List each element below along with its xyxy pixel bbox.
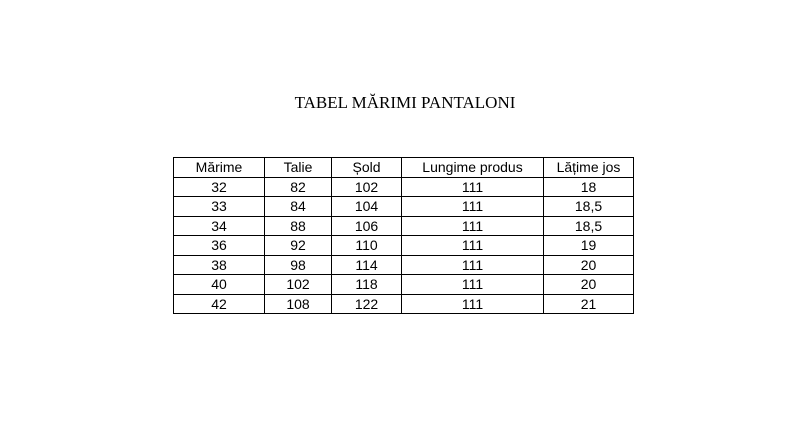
table-cell: 111 (401, 176, 544, 197)
table-cell: 34 (173, 215, 265, 236)
column-header: Mărime (173, 157, 265, 178)
table-row: 36 92 110 111 19 (173, 235, 634, 256)
table-row: 32 82 102 111 18 (173, 176, 634, 197)
table-cell: 84 (264, 196, 332, 217)
table-cell: 20 (543, 274, 634, 295)
table-row: 42 108 122 111 21 (173, 293, 634, 314)
table-cell: 122 (331, 293, 402, 314)
table-row: 34 88 106 111 18,5 (173, 215, 634, 236)
table-cell: 110 (331, 235, 402, 256)
table-cell: 40 (173, 274, 265, 295)
table-cell: 21 (543, 293, 634, 314)
table-cell: 102 (264, 274, 332, 295)
page-title: TABEL MĂRIMI PANTALONI (294, 93, 516, 112)
table-row: 38 98 114 111 20 (173, 254, 634, 275)
table-cell: 18,5 (543, 196, 634, 217)
table-cell: 92 (264, 235, 332, 256)
size-table: Mărime Talie Șold Lungime produs Lățime jos … (173, 157, 634, 314)
table-row: 40 102 118 111 20 (173, 274, 634, 295)
table-cell: 98 (264, 254, 332, 275)
table-cell: 18,5 (543, 215, 634, 236)
table-cell: 88 (264, 215, 332, 236)
table-cell: 42 (173, 293, 265, 314)
table-cell: 36 (173, 235, 265, 256)
column-header: Șold (331, 157, 402, 178)
table-cell: 111 (401, 254, 544, 275)
table-cell: 33 (173, 196, 265, 217)
column-header: Lungime produs (401, 157, 544, 178)
table-row: 33 84 104 111 18,5 (173, 196, 634, 217)
table-cell: 18 (543, 176, 634, 197)
table-cell: 118 (331, 274, 402, 295)
table-cell: 111 (401, 274, 544, 295)
column-header: Lățime jos (543, 157, 634, 178)
table-cell: 114 (331, 254, 402, 275)
column-header: Talie (264, 157, 332, 178)
table-cell: 111 (401, 293, 544, 314)
table-cell: 108 (264, 293, 332, 314)
table-cell: 38 (173, 254, 265, 275)
table-cell: 19 (543, 235, 634, 256)
table-cell: 111 (401, 235, 544, 256)
table-cell: 106 (331, 215, 402, 236)
table-cell: 111 (401, 215, 544, 236)
table-cell: 20 (543, 254, 634, 275)
table-cell: 102 (331, 176, 402, 197)
table-cell: 104 (331, 196, 402, 217)
table-header-row: Mărime Talie Șold Lungime produs Lățime jos (173, 157, 634, 178)
table-cell: 32 (173, 176, 265, 197)
table-cell: 82 (264, 176, 332, 197)
table-cell: 111 (401, 196, 544, 217)
